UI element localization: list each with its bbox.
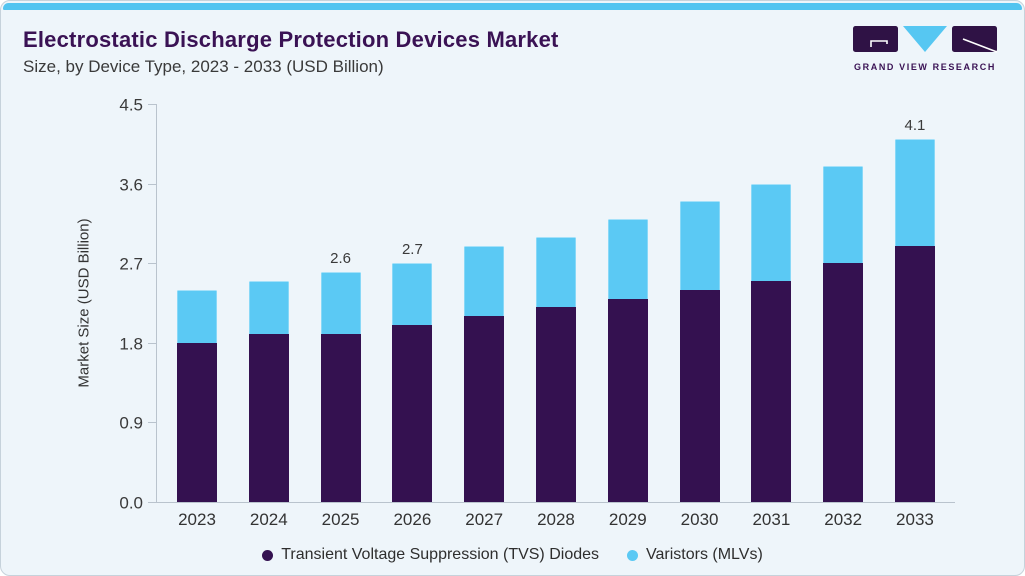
y-axis-title: Market Size (USD Billion): [75, 218, 93, 388]
legend-label: Varistors (MLVs): [646, 546, 763, 563]
bar-total-label-2026: 2.7: [401, 240, 423, 258]
x-tick-label-2031: 2031: [752, 510, 791, 529]
bar-segment-tvs-2030: [679, 289, 720, 502]
bar-segment-mlv-2031: [751, 183, 792, 281]
top-accent-bar: [3, 3, 1022, 10]
bar-column-2028: 2028: [535, 236, 576, 529]
gvr-logo-text: GRAND VIEW RESEARCH: [854, 62, 996, 72]
bar-segment-tvs-2033: [894, 245, 935, 502]
y-tick-mark: [148, 502, 156, 503]
x-tick-label-2024: 2024: [249, 510, 288, 529]
bar-column-2023: 2023: [177, 289, 217, 529]
x-tick-label-2030: 2030: [680, 510, 719, 529]
bar-column-2033: 4.1 2033: [894, 116, 935, 529]
bar-column-2027: 2027: [464, 245, 505, 529]
bar-segment-tvs-2028: [535, 307, 576, 502]
x-tick-label-2027: 2027: [465, 510, 504, 529]
bar-segment-mlv-2030: [679, 201, 720, 290]
page-subtitle: Size, by Device Type, 2023 - 2033 (USD B…: [23, 57, 384, 76]
bar-segment-tvs-2026: [392, 325, 433, 502]
bar-segment-mlv-2029: [607, 218, 648, 299]
bar-segment-mlv-2027: [464, 245, 505, 317]
gvr-logo-icon: [853, 26, 998, 53]
x-tick-label-2025: 2025: [321, 510, 360, 529]
bar-column-2024: 2024: [248, 280, 289, 529]
y-tick-label: 2.7: [119, 254, 143, 274]
x-tick-label-2029: 2029: [608, 510, 647, 529]
y-tick-mark: [148, 422, 156, 424]
bar-total-label-2025: 2.6: [330, 249, 352, 267]
y-tick-label: 4.5: [119, 95, 143, 115]
y-tick-mark: [148, 342, 156, 344]
bar-column-2026: 2.7 2026: [392, 240, 433, 529]
legend-dot-icon: [262, 549, 274, 561]
chart-legend: Transient Voltage Suppression (TVS) Diod…: [1, 546, 1024, 564]
legend-item-tvs-diodes: Transient Voltage Suppression (TVS) Diod…: [262, 546, 599, 564]
bar-segment-tvs-2025: [320, 333, 361, 502]
x-tick-label-2023: 2023: [178, 510, 216, 529]
y-tick-mark: [148, 104, 156, 105]
bar-column-2029: 2029: [607, 218, 648, 529]
bar-segment-mlv-2028: [535, 236, 576, 308]
legend-dot-icon: [627, 549, 639, 561]
bar-column-2025: 2.6 2025: [320, 249, 361, 529]
x-tick-label-2026: 2026: [393, 510, 432, 529]
bar-segment-tvs-2024: [248, 333, 289, 502]
bars-row: 2023 2024 2.6 2025 2.7 2026 2027 2028 2029 2030 20…: [177, 104, 935, 529]
legend-item-varistors-mlvs: Varistors (MLVs): [627, 546, 763, 564]
bar-segment-tvs-2032: [823, 263, 864, 502]
bar-segment-tvs-2029: [607, 298, 648, 502]
gvr-logo: GRAND VIEW RESEARCH: [850, 26, 1000, 72]
bar-column-2032: 2032: [823, 165, 864, 529]
bar-total-label-2033: 4.1: [904, 116, 926, 134]
y-tick-mark: [148, 183, 156, 185]
bar-column-2031: 2031: [751, 183, 792, 529]
y-tick-label: 0.9: [119, 413, 143, 433]
bar-segment-mlv-2024: [248, 280, 289, 334]
y-tick-label: 1.8: [119, 334, 143, 354]
legend-label: Transient Voltage Suppression (TVS) Diod…: [281, 546, 600, 563]
bar-segment-mlv-2025: [320, 272, 361, 334]
y-tick-label: 0.0: [119, 493, 143, 513]
plot-area: Market Size (USD Billion) 0.0 0.9 1.8 2.7 3.…: [76, 97, 955, 529]
bar-segment-mlv-2026: [392, 263, 433, 326]
bar-segment-mlv-2033: [894, 139, 935, 246]
bar-segment-tvs-2023: [177, 342, 217, 502]
page-title: Electrostatic Discharge Protection Devic…: [23, 27, 559, 52]
bar-column-2030: 2030: [679, 201, 720, 529]
bar-segment-mlv-2023: [177, 289, 217, 343]
bar-segment-mlv-2032: [823, 165, 864, 264]
x-tick-label-2033: 2033: [896, 510, 934, 529]
bar-segment-tvs-2031: [751, 280, 792, 502]
y-tick-mark: [148, 263, 156, 265]
x-tick-label-2028: 2028: [537, 510, 575, 529]
x-tick-label-2032: 2032: [824, 510, 863, 529]
bar-segment-tvs-2027: [464, 316, 505, 502]
y-tick-label: 3.6: [119, 175, 143, 195]
